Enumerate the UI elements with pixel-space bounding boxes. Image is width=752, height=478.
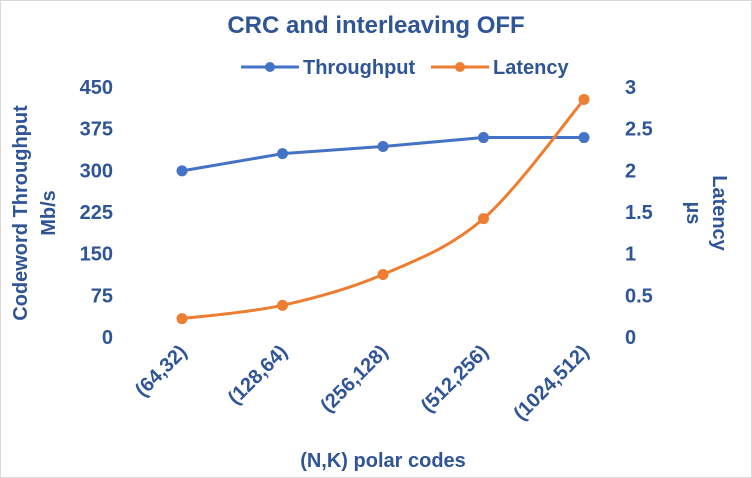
throughput-data-point (277, 148, 288, 160)
legend-throughput-marker (265, 62, 275, 72)
legend-throughput-label: Throughput (303, 57, 416, 79)
y-left-tick-label: 375 (80, 119, 113, 141)
latency-data-point (578, 94, 590, 105)
y-right-tick-label: 0 (625, 327, 636, 349)
y-left-tick-label: 150 (80, 244, 113, 266)
y-left-tick-label: 75 (91, 285, 113, 307)
y-right-tick-label: 1 (625, 244, 636, 266)
x-axis-ticks: (64,32) (128,64) (256,128) (512,256) (1024,5… (131, 341, 593, 425)
latency-data-point (277, 299, 288, 311)
throughput-data-point (478, 132, 489, 144)
latency-data-point (377, 269, 389, 280)
y-axis-left-ticks: 0 75 150 225 300 375 450 (80, 77, 113, 349)
latency-data-point (176, 313, 188, 325)
throughput-data-point (377, 140, 389, 152)
y-left-tick-label: 450 (80, 77, 113, 99)
y-left-tick-label: 300 (80, 160, 113, 182)
y-axis-right-title-line1: Latency (708, 175, 730, 251)
y-right-tick-label: 2.5 (625, 119, 653, 141)
latency-data-point (478, 213, 489, 225)
legend: Throughput Latency (241, 57, 569, 79)
y-left-tick-label: 225 (80, 202, 113, 224)
y-right-tick-label: 2 (625, 160, 636, 182)
y-right-tick-label: 0.5 (625, 285, 653, 307)
y-axis-left-title-line1: Codeword Throughput (10, 105, 32, 321)
y-left-tick-label: 0 (102, 327, 113, 349)
x-axis-title: (N,K) polar codes (300, 450, 466, 472)
legend-latency-label: Latency (493, 57, 569, 79)
y-axis-left-title-line2: Mb/s (38, 190, 60, 236)
y-axis-right-ticks: 0 0.5 1 1.5 2 2.5 3 (625, 77, 653, 349)
x-tick-label: (64,32) (131, 341, 191, 401)
x-tick-label: (1024,512) (510, 341, 594, 425)
x-tick-label: (512,256) (417, 341, 493, 417)
series-layer (176, 94, 590, 325)
x-tick-label: (256,128) (316, 341, 392, 417)
throughput-data-point (578, 132, 590, 144)
y-right-tick-label: 3 (625, 77, 636, 99)
legend-latency-marker (455, 62, 465, 72)
y-right-tick-label: 1.5 (625, 202, 653, 224)
x-tick-label: (128,64) (224, 341, 292, 409)
chart-title: CRC and interleaving OFF (227, 12, 524, 39)
throughput-data-point (176, 165, 188, 177)
y-axis-right-title-line2: µs (682, 202, 704, 225)
latency-series-line (181, 98, 586, 321)
